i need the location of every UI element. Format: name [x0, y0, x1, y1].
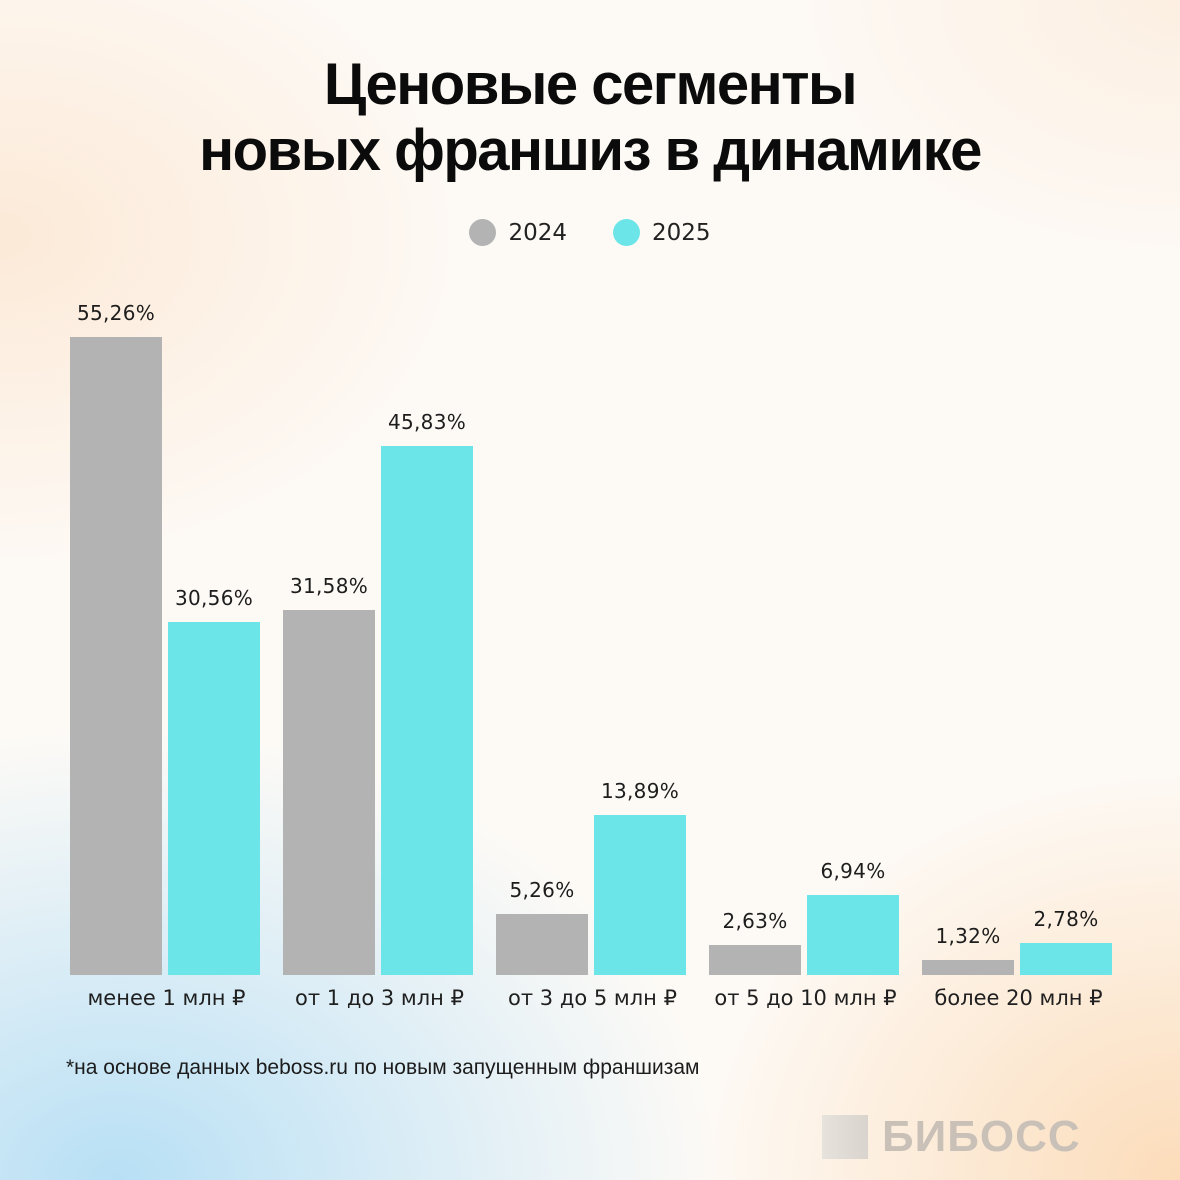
value-label: 13,89%: [600, 779, 680, 803]
bar-2024-0: [70, 337, 162, 975]
bar-2025-2: [594, 815, 686, 975]
legend-swatch-2025-icon: [613, 219, 640, 246]
footnote: *на основе данных beboss.ru по новым зап…: [66, 1056, 700, 1079]
category-label: от 3 до 5 млн ₽: [508, 986, 677, 1010]
category-label: менее 1 млн ₽: [87, 986, 246, 1010]
value-label: 30,56%: [174, 586, 254, 610]
legend-item-2024: 2024: [469, 219, 567, 246]
legend-item-2025: 2025: [613, 219, 711, 246]
bar-2024-4: [922, 960, 1014, 975]
bar-2024-1: [283, 610, 375, 975]
bar-2024-2: [496, 914, 588, 975]
bar-2024-3: [709, 945, 801, 975]
legend: 2024 2025: [0, 219, 1180, 246]
chart-title-line-1: Ценовые сегменты: [323, 52, 858, 117]
bar-2025-0: [168, 622, 260, 975]
legend-label-2025: 2025: [652, 219, 711, 246]
brand-logo: БИБОСС: [822, 1112, 1081, 1162]
value-label: 31,58%: [289, 574, 369, 598]
chart-title: Ценовые сегменты новых франшиз в динамик…: [0, 52, 1180, 184]
bar-2025-3: [807, 895, 899, 975]
value-label: 5,26%: [509, 878, 575, 902]
legend-label-2024: 2024: [508, 219, 567, 246]
bar-2025-4: [1020, 943, 1112, 975]
bar-2025-1: [381, 446, 473, 975]
value-label: 45,83%: [387, 410, 467, 434]
chart-title-line-2: новых франшиз в динамике: [199, 118, 982, 183]
legend-swatch-2024-icon: [469, 219, 497, 246]
value-label: 55,26%: [76, 301, 156, 325]
value-label: 6,94%: [820, 859, 886, 883]
category-label: более 20 млн ₽: [934, 986, 1103, 1010]
category-label: от 5 до 10 млн ₽: [714, 986, 897, 1010]
category-label: от 1 до 3 млн ₽: [295, 986, 464, 1010]
logo-text: БИБОСС: [882, 1112, 1081, 1161]
value-label: 2,63%: [722, 909, 788, 933]
value-label: 1,32%: [935, 924, 1001, 948]
logo-mark-icon: [822, 1115, 868, 1159]
value-label: 2,78%: [1033, 907, 1099, 931]
